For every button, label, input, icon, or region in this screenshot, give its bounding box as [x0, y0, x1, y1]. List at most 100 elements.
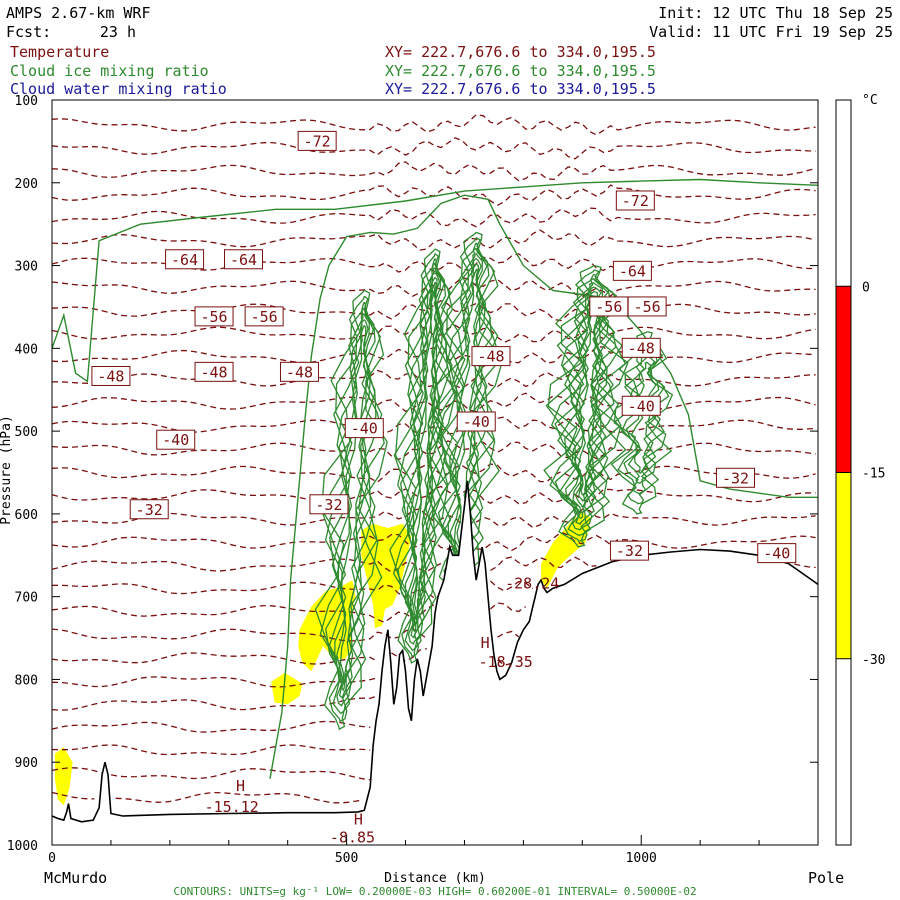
ice-contour-4-2	[620, 346, 666, 495]
shaded-region-0	[54, 747, 73, 806]
ice-contour-0-5	[336, 319, 372, 692]
annotation-label: H	[481, 634, 490, 652]
y-tick-label: 500	[15, 425, 38, 440]
temperature-label-text: -48	[97, 367, 124, 385]
temperature-label-text: -40	[162, 431, 189, 449]
extrema-annotations: H-15.12H-8.85H-18.35-28.24	[205, 574, 560, 847]
y-tick-label: 100	[15, 94, 38, 109]
temperature-label: -48	[91, 365, 131, 386]
temperature-label-text: -56	[251, 308, 278, 326]
temperature-contour-12	[52, 392, 816, 413]
temperature-contour-28	[52, 767, 371, 781]
temperature-label: -48	[279, 361, 319, 382]
ice-contour-3-0	[543, 264, 629, 548]
forecast-hour: 23 h	[100, 23, 136, 41]
temperature-contour-1	[52, 137, 816, 160]
temperature-contour-0	[52, 114, 816, 136]
terrain-line	[52, 480, 818, 823]
ice-contour-1-0	[389, 248, 457, 664]
ice-contour-1-7	[411, 281, 441, 621]
y-tick-label: 1000	[7, 839, 38, 854]
ice-contour-0-3	[328, 307, 377, 707]
temperature-label: -48	[194, 361, 234, 382]
temperature-label-text: -48	[200, 363, 227, 381]
temperature-contour-22	[52, 627, 520, 642]
temperature-label: -48	[621, 337, 661, 358]
colorbar-band-2	[836, 286, 851, 473]
ice-contour-0-2	[325, 301, 383, 715]
field-name-cloud-water: Cloud water mixing ratio	[10, 80, 227, 98]
temperature-label-text: -64	[171, 251, 198, 269]
y-tick-label: 800	[15, 673, 38, 688]
colorbar-band-0	[836, 658, 851, 845]
temperature-contour-10	[52, 346, 816, 368]
ice-contour-1-8	[413, 286, 438, 615]
shaded-region-4	[541, 512, 592, 589]
temperature-labels: -72 -72 -64 -64 -64 -56 -56 -56 -56 -48 -48 -48 -48 -…	[91, 130, 797, 564]
colorbar: °C 0 -15 -30	[835, 93, 885, 846]
y-tick-label: 300	[15, 260, 38, 275]
init-time: Init: 12 UTC Thu 18 Sep 25	[658, 4, 893, 22]
temperature-label-text: -32	[616, 542, 643, 560]
x-axis-label: Distance (km)	[384, 871, 486, 886]
temperature-label: -56	[194, 306, 234, 327]
temperature-label-text: -40	[463, 413, 490, 431]
ice-contour-1-6	[407, 276, 443, 627]
temperature-label: -32	[309, 494, 349, 515]
ice-contour-1-2	[397, 258, 453, 652]
start-location-label: McMurdo	[44, 869, 107, 887]
temperature-contour-21	[52, 602, 527, 624]
temperature-label-text: -56	[634, 298, 661, 316]
temperature-label: -40	[621, 395, 661, 416]
temperature-label-text: -40	[763, 545, 790, 563]
annotation-label: -28.24	[505, 574, 559, 592]
field-xy-cloud-water: XY= 222.7,676.6 to 334.0,195.5	[385, 80, 656, 98]
shaded-region-1	[271, 672, 303, 705]
y-tick-label: 200	[15, 177, 38, 192]
temperature-contour-26	[52, 720, 371, 733]
temperature-label: -40	[757, 543, 797, 564]
ice-contour-4-3	[625, 354, 662, 485]
ice-contour-3-4	[557, 282, 616, 525]
temperature-contour-11	[52, 369, 816, 390]
temperature-contour-23	[52, 647, 512, 666]
colorbar-band-3	[836, 100, 851, 287]
temperature-contour-5	[52, 229, 816, 251]
field-name-temperature: Temperature	[10, 43, 109, 61]
valid-time: Valid: 11 UTC Fri 19 Sep 25	[649, 23, 893, 41]
temperature-label-text: -32	[315, 496, 342, 514]
field-name-cloud-ice: Cloud ice mixing ratio	[10, 62, 209, 80]
distance-axis: 0 500 1000	[48, 835, 819, 866]
colorbar-tick-label: -15	[862, 467, 885, 482]
temperature-contour-17	[52, 508, 816, 529]
temperature-label-text: -48	[286, 363, 313, 381]
temperature-contour-16	[52, 485, 816, 505]
ice-contour-3-2	[550, 273, 623, 537]
temperature-label: -40	[456, 411, 496, 432]
temperature-label: -40	[156, 429, 196, 450]
temperature-contour-15	[52, 463, 816, 483]
temperature-label: -40	[344, 418, 384, 439]
ice-contour-3-3	[554, 277, 620, 531]
temperature-label: -64	[612, 260, 652, 281]
pressure-axis: 100 200 300 400 500 600 700 800 900 1000	[7, 94, 818, 854]
colorbar-ticks: 0 -15 -30	[836, 280, 885, 668]
temperature-label-text: -40	[628, 397, 655, 415]
temperature-contour-3	[52, 184, 816, 207]
annotation-label: -8.85	[330, 829, 375, 847]
x-tick-label: 0	[48, 851, 56, 866]
temperature-label-text: -64	[230, 251, 257, 269]
x-tick-label: 1000	[626, 851, 657, 866]
ice-contour-outer	[52, 178, 818, 383]
temperature-label: -72	[297, 130, 337, 151]
temperature-label-text: -48	[477, 348, 504, 366]
y-tick-label: 400	[15, 342, 38, 357]
colorbar-unit: °C	[862, 93, 878, 108]
field-xy-temperature: XY= 222.7,676.6 to 334.0,195.5	[385, 43, 656, 61]
y-tick-label: 600	[15, 508, 38, 523]
terrain-fill	[52, 480, 818, 845]
temperature-label-text: -40	[351, 420, 378, 438]
ice-contour-3-1	[545, 269, 627, 542]
ice-contour-0-6	[339, 325, 370, 685]
colorbar-tick-label: 0	[862, 280, 870, 295]
